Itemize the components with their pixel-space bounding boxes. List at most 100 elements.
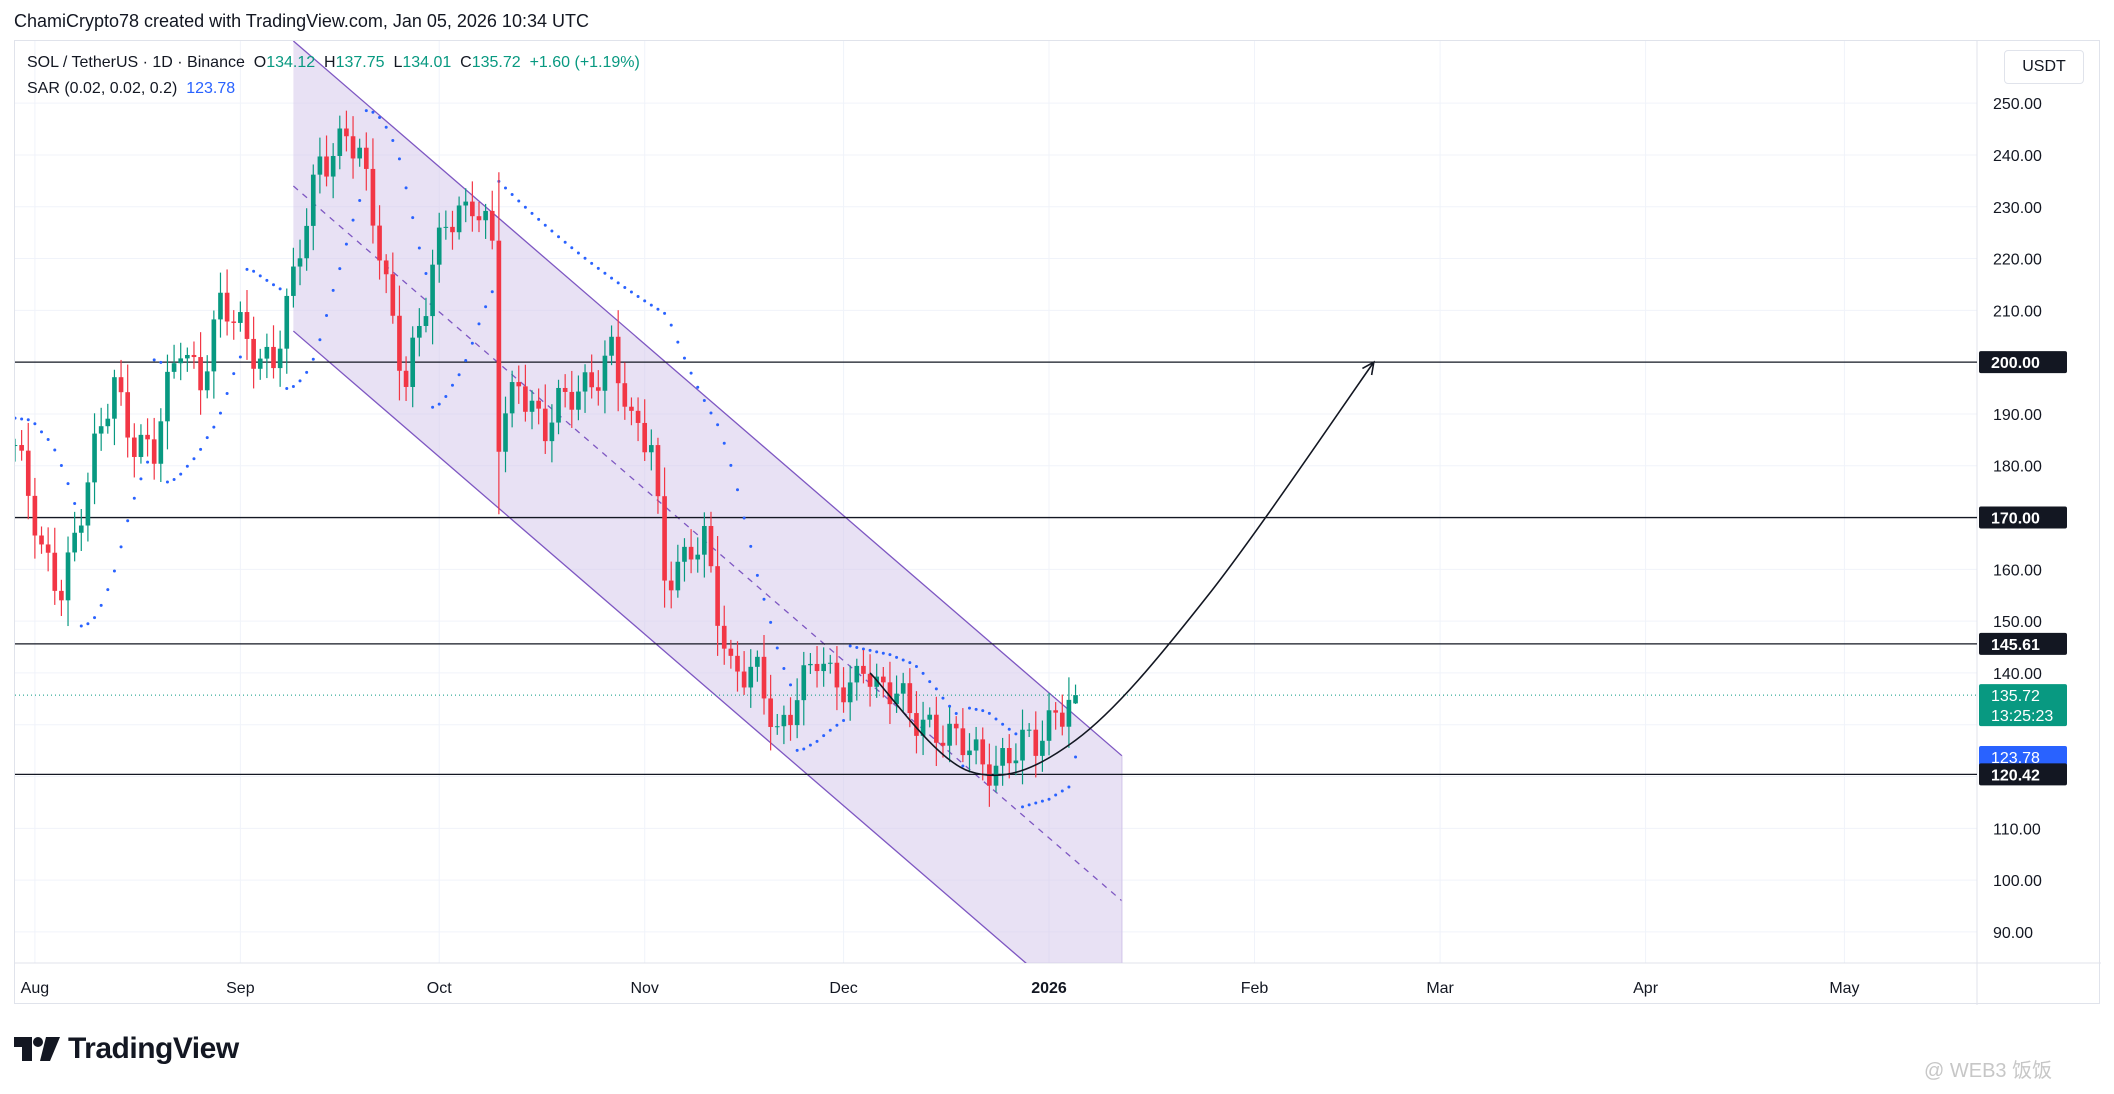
candle[interactable] bbox=[609, 325, 614, 366]
candle-body[interactable] bbox=[271, 346, 276, 369]
candle[interactable] bbox=[19, 430, 24, 461]
candle-body[interactable] bbox=[523, 386, 528, 412]
candle-body[interactable] bbox=[748, 666, 754, 688]
candle[interactable] bbox=[814, 646, 820, 688]
candle-body[interactable] bbox=[297, 258, 303, 267]
candle[interactable] bbox=[655, 437, 661, 514]
candle-body[interactable] bbox=[536, 400, 541, 409]
candle-body[interactable] bbox=[370, 168, 376, 226]
candle[interactable] bbox=[914, 691, 919, 754]
candle-body[interactable] bbox=[257, 358, 263, 369]
candle[interactable] bbox=[403, 356, 409, 402]
candle[interactable] bbox=[934, 696, 939, 767]
candle[interactable] bbox=[595, 370, 601, 406]
candle-body[interactable] bbox=[496, 240, 502, 452]
candle-body[interactable] bbox=[682, 546, 687, 562]
candle-body[interactable] bbox=[814, 663, 820, 672]
candle[interactable] bbox=[622, 362, 628, 420]
candle[interactable] bbox=[695, 537, 701, 573]
candle-body[interactable] bbox=[874, 676, 880, 687]
candle-body[interactable] bbox=[105, 418, 111, 427]
candle-body[interactable] bbox=[231, 321, 237, 323]
candle[interactable] bbox=[880, 666, 886, 698]
candle[interactable] bbox=[629, 397, 634, 426]
candle-body[interactable] bbox=[735, 655, 740, 672]
candle[interactable] bbox=[145, 418, 150, 457]
candle[interactable] bbox=[436, 212, 442, 283]
candle[interactable] bbox=[118, 359, 124, 406]
candle-body[interactable] bbox=[582, 372, 588, 392]
candle[interactable] bbox=[1066, 677, 1072, 748]
candle[interactable] bbox=[549, 404, 555, 463]
candle[interactable] bbox=[65, 536, 71, 627]
candle-body[interactable] bbox=[1046, 710, 1052, 741]
candle[interactable] bbox=[330, 143, 336, 199]
candle-body[interactable] bbox=[642, 422, 648, 453]
candle-body[interactable] bbox=[390, 274, 396, 316]
candle[interactable] bbox=[337, 115, 343, 170]
candle[interactable] bbox=[284, 288, 290, 374]
candle[interactable] bbox=[821, 647, 826, 687]
candle[interactable] bbox=[589, 354, 594, 399]
price-tag-sar[interactable]: 123.78 bbox=[1979, 745, 2067, 768]
candle-body[interactable] bbox=[483, 210, 488, 221]
candle[interactable] bbox=[450, 210, 455, 250]
candle[interactable] bbox=[297, 239, 303, 286]
candle[interactable] bbox=[344, 110, 349, 152]
candle[interactable] bbox=[834, 646, 840, 711]
candle-body[interactable] bbox=[1053, 710, 1058, 713]
candle-body[interactable] bbox=[635, 410, 641, 423]
price-tag-level[interactable]: 170.00 bbox=[1979, 506, 2067, 529]
candle[interactable] bbox=[178, 342, 184, 381]
candle[interactable] bbox=[741, 651, 747, 695]
candle-body[interactable] bbox=[953, 723, 959, 729]
candle-body[interactable] bbox=[589, 372, 594, 388]
candle-body[interactable] bbox=[191, 354, 197, 358]
candle[interactable] bbox=[615, 310, 621, 412]
candle[interactable] bbox=[171, 344, 177, 379]
candle-body[interactable] bbox=[655, 445, 661, 497]
candle-body[interactable] bbox=[761, 656, 767, 699]
candle[interactable] bbox=[443, 210, 449, 240]
candle[interactable] bbox=[808, 652, 813, 674]
candle-body[interactable] bbox=[841, 687, 846, 703]
candle[interactable] bbox=[350, 116, 356, 179]
candle-body[interactable] bbox=[821, 663, 826, 672]
candle[interactable] bbox=[417, 308, 422, 357]
chart-pane[interactable]: 90.00 100.00 110.00 140.00 150.00 160.00 180.0… bbox=[14, 40, 2101, 1005]
candle[interactable] bbox=[430, 249, 435, 345]
candle-body[interactable] bbox=[377, 225, 382, 261]
candle[interactable] bbox=[668, 561, 674, 609]
candle[interactable] bbox=[483, 203, 488, 239]
candle-body[interactable] bbox=[350, 136, 356, 159]
candle-body[interactable] bbox=[576, 391, 581, 410]
candle-body[interactable] bbox=[198, 357, 203, 391]
candle-body[interactable] bbox=[410, 337, 416, 387]
candle[interactable] bbox=[861, 649, 866, 684]
candle-body[interactable] bbox=[768, 698, 773, 727]
candle[interactable] bbox=[635, 397, 641, 442]
candle-body[interactable] bbox=[695, 554, 701, 560]
candle[interactable] bbox=[410, 326, 416, 408]
candle[interactable] bbox=[536, 388, 541, 425]
candle-body[interactable] bbox=[443, 226, 449, 228]
channel-upper-line[interactable] bbox=[292, 41, 1123, 757]
candle[interactable] bbox=[496, 172, 502, 515]
candle-body[interactable] bbox=[801, 665, 807, 701]
candle-body[interactable] bbox=[171, 363, 177, 372]
candle-body[interactable] bbox=[456, 205, 462, 233]
candle[interactable] bbox=[204, 355, 210, 399]
price-tag-level[interactable]: 120.42 bbox=[1979, 763, 2067, 786]
candle-body[interactable] bbox=[357, 147, 362, 159]
candle-body[interactable] bbox=[755, 656, 760, 667]
candle-body[interactable] bbox=[118, 377, 124, 393]
candle[interactable] bbox=[324, 135, 329, 187]
candle-body[interactable] bbox=[629, 406, 634, 411]
candle-body[interactable] bbox=[1006, 748, 1012, 764]
candle-body[interactable] bbox=[556, 387, 561, 423]
candle-body[interactable] bbox=[417, 325, 422, 338]
candle-body[interactable] bbox=[1013, 760, 1019, 764]
candle[interactable] bbox=[85, 472, 91, 542]
candle-body[interactable] bbox=[529, 400, 535, 412]
candle-body[interactable] bbox=[708, 525, 714, 567]
